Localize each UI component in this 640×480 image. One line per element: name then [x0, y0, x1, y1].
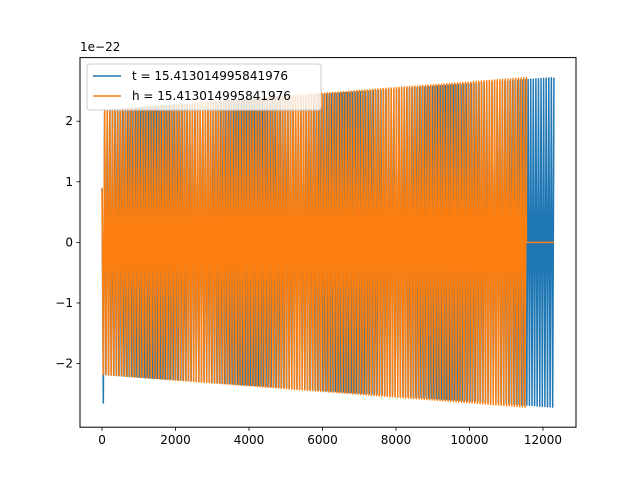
legend-box — [86, 63, 322, 111]
legend-label: h = 15.413014995841976 — [132, 89, 291, 103]
y-tick-label: 0 — [65, 235, 73, 249]
y-axis: −2 −1 0 1 2 — [55, 114, 80, 371]
legend-label: t = 15.413014995841976 — [132, 69, 288, 83]
legend: t = 15.413014995841976 h = 15.41301499584… — [86, 63, 322, 111]
x-tick-label: 12000 — [524, 433, 562, 447]
x-tick-label: 2000 — [160, 433, 191, 447]
y-offset-label: 1e−22 — [80, 40, 120, 54]
y-tick-label: −1 — [55, 296, 73, 310]
y-tick-label: −2 — [55, 357, 73, 371]
x-axis: 0 2000 4000 6000 8000 10000 12000 — [98, 427, 562, 447]
series-line-2 — [101, 76, 554, 408]
y-tick-label: 2 — [65, 114, 73, 128]
x-tick-label: 0 — [98, 433, 106, 447]
x-tick-label: 6000 — [307, 433, 338, 447]
x-tick-label: 4000 — [234, 433, 265, 447]
x-tick-label: 8000 — [381, 433, 412, 447]
y-tick-label: 1 — [65, 175, 73, 189]
plot-lines — [101, 76, 555, 408]
x-tick-label: 10000 — [450, 433, 488, 447]
